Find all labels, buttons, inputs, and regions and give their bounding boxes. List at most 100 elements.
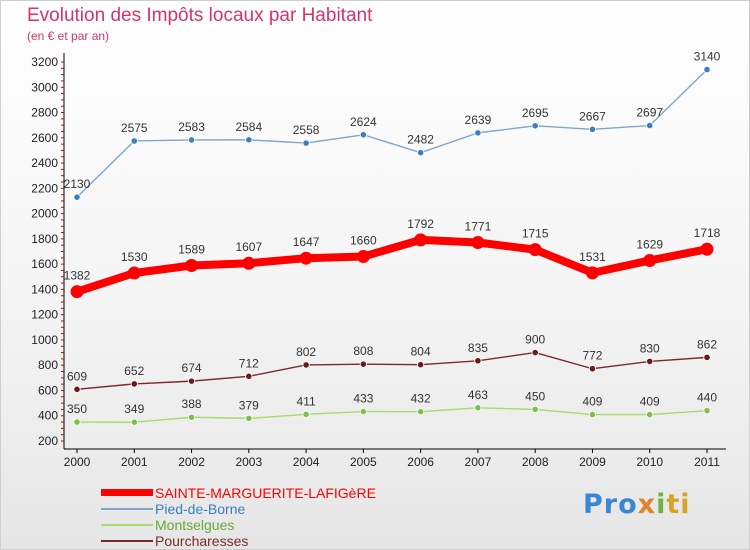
- data-label-montselgues: 409: [582, 395, 602, 409]
- logo-part-4: ti: [666, 489, 691, 520]
- y-tick-label: 3000: [31, 80, 58, 94]
- data-point-pourcharesses: [130, 380, 138, 388]
- data-label-pourcharesses: 772: [582, 349, 602, 363]
- data-label-montselgues: 432: [411, 392, 431, 406]
- data-label-pied-de-borne: 2624: [350, 115, 377, 129]
- legend-swatch-pourcharesses: [101, 540, 153, 542]
- x-tick-label: 2006: [407, 455, 434, 469]
- y-tick-label: 2000: [31, 207, 58, 221]
- y-tick-label: 3200: [31, 55, 58, 69]
- data-point-montselgues: [359, 407, 367, 416]
- y-tick-label: 2200: [31, 181, 58, 195]
- data-label-pied-de-borne: 2583: [178, 120, 205, 134]
- data-label-montselgues: 409: [640, 395, 660, 409]
- series-line-sainte-marguerite: [73, 235, 711, 296]
- data-label-montselgues: 440: [697, 391, 717, 405]
- y-tick-label: 600: [38, 383, 58, 397]
- data-point-pourcharesses: [187, 377, 196, 385]
- data-point-pourcharesses: [245, 372, 253, 380]
- data-point-sainte-marguerite: [127, 266, 141, 280]
- logo-part-2: x: [637, 489, 657, 520]
- data-point-pourcharesses: [703, 353, 711, 361]
- data-point-montselgues: [187, 413, 196, 421]
- data-label-pourcharesses: 830: [640, 341, 660, 355]
- data-point-pied-de-borne: [302, 139, 310, 147]
- x-tick-label: 2011: [694, 455, 720, 469]
- data-label-pourcharesses: 835: [468, 341, 488, 355]
- data-point-sainte-marguerite: [528, 243, 542, 257]
- data-label-montselgues: 463: [468, 388, 488, 402]
- x-tick-label: 2003: [235, 455, 262, 469]
- y-tick-label: 800: [38, 358, 58, 372]
- data-label-sainte-marguerite: 1530: [121, 250, 148, 264]
- data-label-sainte-marguerite: 1382: [64, 269, 91, 283]
- data-point-sainte-marguerite: [242, 256, 256, 270]
- y-tick-label: 2400: [31, 156, 58, 170]
- data-label-montselgues: 388: [182, 397, 202, 411]
- data-label-sainte-marguerite: 1660: [350, 234, 377, 248]
- logo-part-1: Pro: [583, 489, 638, 520]
- data-point-sainte-marguerite: [700, 242, 714, 256]
- data-point-montselgues: [417, 408, 425, 416]
- data-point-pourcharesses: [359, 360, 367, 368]
- chart-title: Evolution des Impôts locaux par Habitant: [27, 5, 373, 26]
- data-label-montselgues: 349: [124, 402, 144, 416]
- data-label-montselgues: 450: [525, 389, 545, 403]
- data-label-sainte-marguerite: 1718: [694, 226, 721, 240]
- data-label-sainte-marguerite: 1629: [636, 237, 663, 251]
- x-tick-label: 2004: [293, 455, 320, 469]
- data-label-pied-de-borne: 2558: [293, 123, 320, 137]
- data-point-montselgues: [474, 404, 482, 412]
- legend-swatch-montselgues: [101, 524, 153, 526]
- data-point-montselgues: [130, 418, 138, 426]
- x-tick-label: 2008: [522, 455, 549, 469]
- legend-swatch-pied-de-borne: [101, 508, 153, 510]
- data-point-sainte-marguerite: [643, 253, 657, 267]
- data-label-montselgues: 350: [67, 402, 87, 416]
- data-point-sainte-marguerite: [471, 236, 485, 250]
- data-point-sainte-marguerite: [299, 251, 313, 265]
- data-label-pied-de-borne: 2482: [407, 133, 434, 147]
- legend-label-pourcharesses: Pourcharesses: [155, 533, 249, 549]
- data-point-pied-de-borne: [531, 122, 539, 130]
- data-point-pourcharesses: [474, 357, 482, 365]
- data-label-pourcharesses: 652: [124, 364, 144, 378]
- data-label-montselgues: 411: [297, 394, 316, 408]
- data-label-sainte-marguerite: 1771: [465, 220, 492, 234]
- data-point-sainte-marguerite: [70, 285, 84, 299]
- data-point-sainte-marguerite: [356, 250, 370, 264]
- data-point-montselgues: [703, 407, 711, 415]
- y-tick-label: 1800: [31, 232, 58, 246]
- data-point-pourcharesses: [302, 361, 310, 369]
- data-point-montselgues: [245, 414, 253, 422]
- data-point-montselgues: [302, 410, 310, 418]
- data-label-pourcharesses: 712: [239, 356, 259, 370]
- x-tick-label: 2005: [350, 455, 377, 469]
- x-tick-label: 2009: [579, 455, 606, 469]
- data-point-montselgues: [588, 410, 597, 419]
- data-label-pourcharesses: 862: [697, 337, 717, 351]
- y-tick-label: 1200: [31, 308, 58, 322]
- data-label-sainte-marguerite: 1531: [579, 250, 606, 264]
- series-line-pourcharesses: [76, 351, 708, 391]
- data-label-pourcharesses: 674: [182, 361, 202, 375]
- data-point-pied-de-borne: [359, 131, 367, 139]
- data-label-pied-de-borne: 2695: [522, 106, 549, 120]
- x-tick-label: 2007: [465, 455, 492, 469]
- legend-label-montselgues: Montselgues: [155, 517, 235, 533]
- data-point-montselgues: [646, 410, 654, 419]
- x-tick-label: 2001: [121, 455, 148, 469]
- data-point-montselgues: [73, 418, 81, 426]
- legend-swatch-sainte-marguerite: [101, 489, 153, 496]
- data-point-pied-de-borne: [703, 65, 711, 74]
- y-tick-label: 1400: [31, 282, 58, 296]
- data-label-pied-de-borne: 3140: [694, 50, 721, 64]
- series-line-pied-de-borne: [76, 68, 708, 198]
- data-point-pied-de-borne: [588, 125, 597, 133]
- data-point-pourcharesses: [588, 365, 597, 373]
- x-tick-label: 2000: [64, 455, 91, 469]
- data-point-pied-de-borne: [417, 149, 425, 157]
- legend-label-sainte-marguerite: SAINTE-MARGUERITE-LAFIGèRE: [155, 485, 376, 501]
- data-label-pourcharesses: 609: [67, 369, 87, 383]
